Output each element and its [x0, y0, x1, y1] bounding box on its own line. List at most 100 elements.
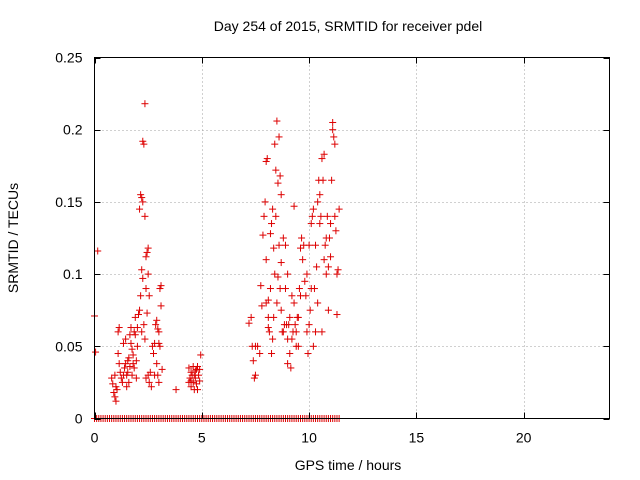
data-point: [139, 274, 147, 282]
data-point: [92, 348, 100, 356]
data-point: [303, 270, 311, 278]
data-point: [312, 241, 320, 249]
data-point: [307, 285, 315, 293]
data-point: [155, 378, 163, 386]
data-point: [115, 360, 123, 368]
data-point: [137, 191, 145, 199]
data-point: [332, 227, 340, 235]
data-point: [316, 191, 324, 199]
data-point: [191, 374, 199, 382]
data-point: [123, 383, 131, 391]
data-point: [197, 351, 205, 359]
data-point: [126, 331, 134, 339]
data-point: [140, 140, 148, 148]
x-tick-label: 20: [516, 430, 532, 446]
data-point: [185, 364, 193, 372]
data-point: [333, 270, 341, 278]
plot-frame: [94, 57, 610, 419]
data-point: [129, 360, 137, 368]
data-point: [307, 220, 315, 228]
x-tick-label: 0: [91, 430, 99, 446]
data-point: [130, 364, 138, 372]
data-point: [110, 389, 118, 397]
data-points: [91, 100, 343, 405]
x-tick-label: 10: [301, 430, 317, 446]
data-point: [292, 342, 300, 350]
data-point: [113, 386, 121, 394]
data-point: [153, 316, 161, 324]
data-point: [125, 378, 133, 386]
data-point: [124, 368, 132, 376]
data-point: [138, 328, 146, 336]
data-point: [277, 306, 285, 314]
data-point: [145, 378, 153, 386]
data-point: [305, 241, 313, 249]
data-point: [152, 321, 160, 329]
data-point: [314, 198, 322, 206]
data-point: [331, 212, 339, 220]
y-tick-label: 0: [75, 411, 83, 427]
data-point: [142, 253, 150, 261]
data-point: [144, 270, 152, 278]
data-point: [276, 285, 284, 293]
data-point: [290, 202, 298, 210]
data-point: [111, 393, 119, 401]
axis-ticks: [94, 57, 610, 420]
data-point: [194, 386, 201, 394]
data-point: [136, 306, 144, 314]
data-point: [118, 378, 126, 386]
data-point: [288, 292, 296, 300]
data-point: [263, 155, 271, 163]
data-point: [143, 248, 151, 256]
data-point: [256, 350, 264, 358]
data-point: [129, 351, 137, 359]
data-point: [139, 137, 147, 145]
data-point: [151, 339, 159, 347]
data-point: [275, 133, 283, 141]
data-point: [146, 368, 154, 376]
data-point: [109, 380, 117, 388]
data-point: [271, 270, 279, 278]
data-point: [269, 205, 277, 213]
data-point: [128, 371, 136, 379]
grid: [94, 57, 610, 419]
data-point: [323, 212, 331, 220]
data-point: [260, 212, 268, 220]
data-point: [112, 397, 120, 405]
data-point: [327, 220, 335, 228]
data-point: [286, 350, 294, 358]
data-point: [308, 212, 316, 220]
data-point: [250, 374, 258, 382]
data-point: [324, 263, 332, 271]
data-point: [122, 335, 130, 343]
x-tick-label: 15: [409, 430, 425, 446]
data-point: [320, 256, 328, 264]
data-point: [288, 335, 296, 343]
data-point: [130, 328, 138, 336]
data-point: [119, 339, 127, 347]
data-point: [262, 157, 270, 165]
x-axis-title: GPS time / hours: [295, 457, 402, 473]
data-point: [313, 263, 321, 271]
data-point: [325, 234, 333, 242]
data-point: [284, 270, 292, 278]
data-point: [330, 133, 338, 141]
data-point: [115, 324, 123, 332]
data-point: [257, 282, 265, 290]
data-point: [309, 205, 317, 213]
data-point: [327, 253, 335, 261]
data-point: [304, 350, 312, 358]
data-point: [150, 350, 158, 358]
data-point: [312, 328, 320, 336]
data-point: [321, 241, 329, 249]
data-point: [333, 311, 341, 319]
data-point: [133, 342, 141, 350]
data-point: [258, 302, 266, 310]
data-point: [126, 363, 134, 371]
data-point: [144, 244, 152, 252]
tick-labels: 0 5 10 15 20 0 0.05 0.1 0.15 0.2 0.25: [55, 50, 531, 446]
data-point: [276, 172, 284, 180]
data-point: [138, 194, 146, 202]
data-point: [157, 302, 165, 310]
data-point: [305, 321, 313, 329]
